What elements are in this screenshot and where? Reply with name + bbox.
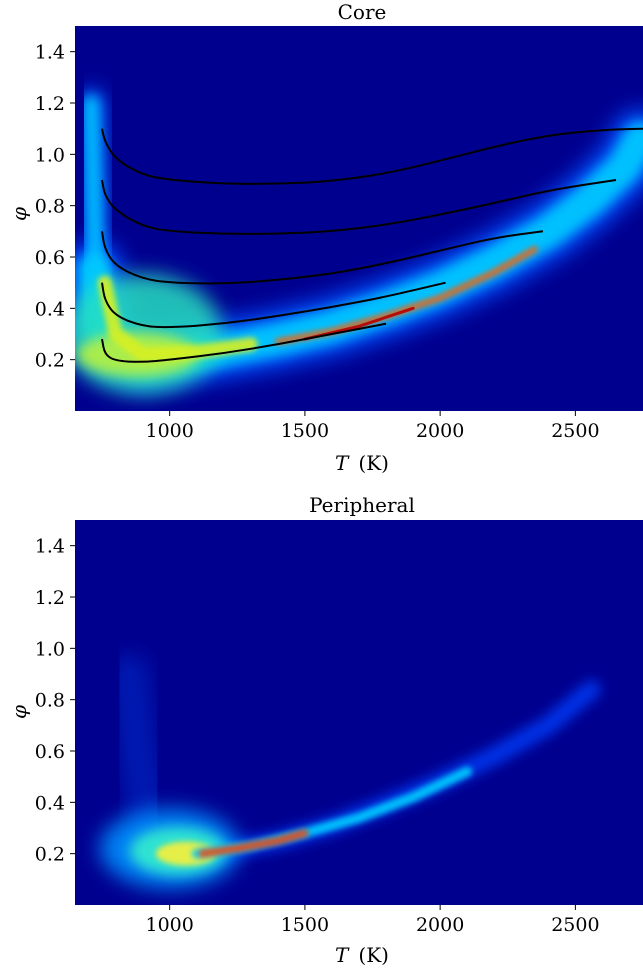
x-tick-label: 2500	[551, 420, 599, 442]
x-tick-label: 1500	[281, 914, 329, 936]
y-tick-label: 0.2	[35, 844, 65, 866]
y-tick-label: 1.4	[35, 536, 65, 558]
peripheral-plot-area	[75, 520, 643, 905]
peripheral-y-axis-title: φ	[7, 705, 31, 719]
core-title: Core	[338, 0, 387, 24]
y-tick-label: 1.2	[35, 587, 65, 609]
trajectory-curve	[101, 179, 617, 235]
y-tick-label: 0.8	[35, 690, 65, 712]
core-curves	[101, 127, 643, 363]
core-y-axis-title: φ	[7, 207, 31, 221]
y-tick-label: 0.4	[35, 298, 65, 320]
density-red-ridge	[198, 829, 309, 858]
trajectory-curve	[101, 281, 446, 329]
density-faint-plume	[109, 654, 168, 836]
y-tick-label: 0.8	[35, 196, 65, 218]
peripheral-density	[99, 654, 601, 889]
x-tick-label: 1000	[145, 420, 193, 442]
y-tick-label: 0.4	[35, 792, 65, 814]
peripheral-x-axis-title: T (K)	[335, 943, 389, 967]
density-core-blob	[155, 841, 216, 866]
peripheral-x-axis: 1000 1500 2000 2500	[145, 905, 600, 936]
density-yellow-band	[97, 275, 258, 362]
y-tick-label: 1.0	[35, 144, 65, 166]
y-tick-label: 1.0	[35, 638, 65, 660]
core-x-axis-unit: (K)	[358, 451, 389, 475]
core-y-axis: 0.2 0.4 0.6 0.8 1.0 1.2 1.4	[35, 42, 75, 372]
core-x-axis-title: T (K)	[335, 451, 389, 475]
x-tick-label: 1000	[145, 914, 193, 936]
trajectory-curve	[101, 322, 387, 363]
trajectory-curve	[101, 127, 643, 185]
peripheral-y-axis: 0.2 0.4 0.6 0.8 1.0 1.2 1.4	[35, 536, 75, 866]
peripheral-title: Peripheral	[309, 493, 415, 517]
x-tick-label: 2500	[551, 914, 599, 936]
core-x-axis-var: T	[335, 451, 350, 475]
y-tick-label: 1.2	[35, 93, 65, 115]
peripheral-x-axis-unit: (K)	[358, 943, 389, 967]
peripheral-panel: Peripheral 1000 1500 2000 2500 0.2 0.4 0.6 0.8…	[7, 493, 643, 967]
x-tick-label: 2000	[416, 420, 464, 442]
x-tick-label: 1500	[281, 420, 329, 442]
y-tick-label: 1.4	[35, 42, 65, 64]
trajectory-curve	[101, 230, 544, 285]
x-tick-label: 2000	[416, 914, 464, 936]
y-tick-label: 0.6	[35, 247, 65, 269]
core-panel: Core 1000 1500 2000 2500 0.2 0.4 0.6 0.8 1.0 1.2…	[7, 0, 643, 475]
peripheral-x-axis-var: T	[335, 943, 350, 967]
core-x-axis: 1000 1500 2000 2500	[145, 411, 600, 442]
y-tick-label: 0.2	[35, 350, 65, 372]
core-plot-area	[75, 26, 643, 411]
y-tick-label: 0.6	[35, 741, 65, 763]
